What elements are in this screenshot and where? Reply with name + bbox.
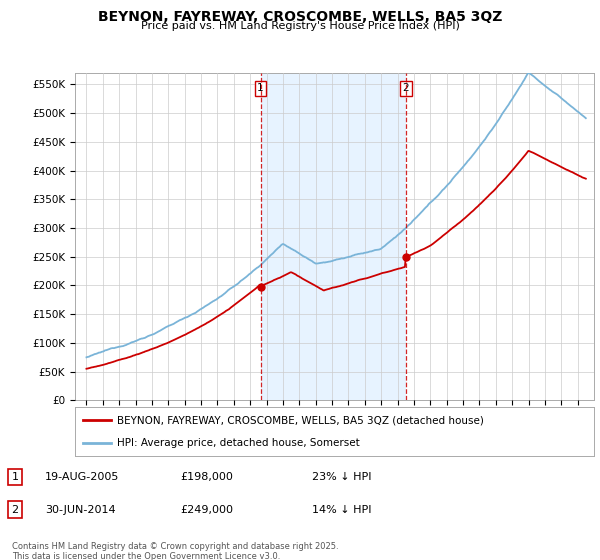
Text: 1: 1 bbox=[257, 83, 264, 94]
Text: HPI: Average price, detached house, Somerset: HPI: Average price, detached house, Some… bbox=[116, 438, 359, 448]
Text: 14% ↓ HPI: 14% ↓ HPI bbox=[312, 505, 371, 515]
Text: 23% ↓ HPI: 23% ↓ HPI bbox=[312, 472, 371, 482]
Text: 2: 2 bbox=[403, 83, 409, 94]
Text: BEYNON, FAYREWAY, CROSCOMBE, WELLS, BA5 3QZ: BEYNON, FAYREWAY, CROSCOMBE, WELLS, BA5 … bbox=[98, 10, 502, 24]
Text: Contains HM Land Registry data © Crown copyright and database right 2025.
This d: Contains HM Land Registry data © Crown c… bbox=[12, 542, 338, 560]
Text: £198,000: £198,000 bbox=[180, 472, 233, 482]
Text: Price paid vs. HM Land Registry's House Price Index (HPI): Price paid vs. HM Land Registry's House … bbox=[140, 21, 460, 31]
Text: BEYNON, FAYREWAY, CROSCOMBE, WELLS, BA5 3QZ (detached house): BEYNON, FAYREWAY, CROSCOMBE, WELLS, BA5 … bbox=[116, 416, 484, 426]
Text: 30-JUN-2014: 30-JUN-2014 bbox=[45, 505, 116, 515]
Text: 1: 1 bbox=[11, 472, 19, 482]
Text: 19-AUG-2005: 19-AUG-2005 bbox=[45, 472, 119, 482]
Text: £249,000: £249,000 bbox=[180, 505, 233, 515]
Text: 2: 2 bbox=[11, 505, 19, 515]
Bar bbox=[260, 73, 406, 400]
